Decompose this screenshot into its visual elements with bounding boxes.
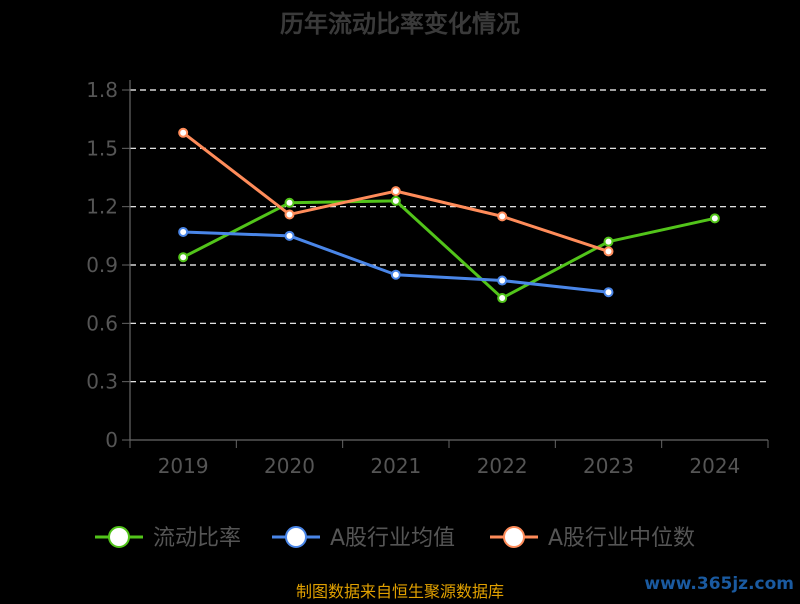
data-point	[390, 269, 401, 280]
y-tick-label: 0	[105, 428, 118, 452]
x-tick-label: 2019	[158, 454, 209, 478]
data-point	[603, 236, 614, 247]
x-tick-label: 2020	[264, 454, 315, 478]
y-tick-label: 1.2	[86, 195, 118, 219]
data-point	[178, 252, 189, 263]
data-point	[178, 127, 189, 138]
chart-title: 历年流动比率变化情况	[280, 10, 520, 38]
legend-label: A股行业中位数	[548, 526, 695, 551]
data-source-note: 制图数据来自恒生聚源数据库	[295, 582, 504, 601]
data-point	[390, 186, 401, 197]
data-point	[603, 246, 614, 257]
x-tick-label: 2021	[370, 454, 421, 478]
legend-label: A股行业均值	[330, 526, 455, 551]
watermark: www.365jz.com	[644, 574, 794, 594]
data-point	[497, 275, 508, 286]
y-tick-label: 0.6	[86, 311, 118, 335]
y-tick-label: 1.8	[86, 78, 118, 102]
legend-marker	[503, 526, 525, 548]
data-point	[284, 197, 295, 208]
series-line-1	[182, 199, 716, 300]
data-point	[284, 230, 295, 241]
data-point	[497, 211, 508, 222]
data-point	[390, 195, 401, 206]
legend-marker	[108, 526, 130, 548]
data-point	[284, 209, 295, 220]
x-tick-label: 2022	[477, 454, 528, 478]
data-point	[709, 213, 720, 224]
legend-marker	[285, 526, 307, 548]
data-point	[603, 287, 614, 298]
y-tick-label: 0.9	[86, 253, 118, 277]
y-tick-label: 1.5	[86, 136, 118, 160]
y-tick-label: 0.3	[86, 370, 118, 394]
legend-label: 流动比率	[153, 526, 241, 551]
x-tick-label: 2024	[689, 454, 740, 478]
data-point	[497, 293, 508, 304]
series-line-2	[183, 230, 609, 294]
data-point	[178, 226, 189, 237]
x-tick-label: 2023	[583, 454, 634, 478]
